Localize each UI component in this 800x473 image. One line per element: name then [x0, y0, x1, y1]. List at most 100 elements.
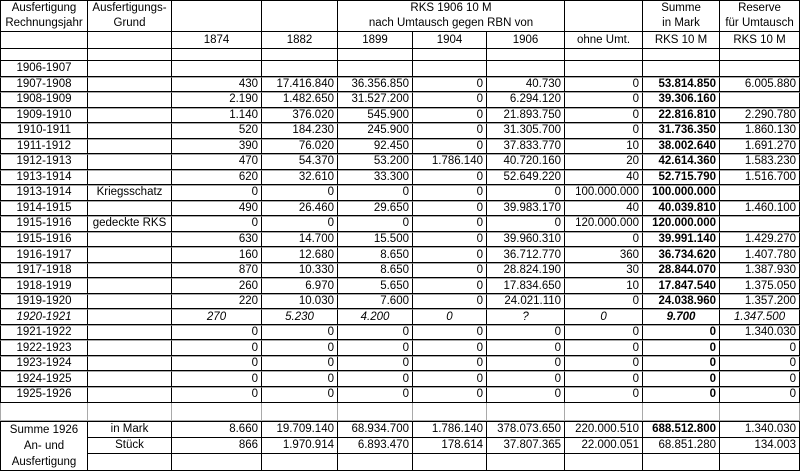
value-cell[interactable]: 21.893.750 [487, 107, 566, 124]
value-cell[interactable]: 0 [338, 324, 413, 341]
summe-cell[interactable]: 36.734.620 [643, 247, 721, 263]
header-cell-empty[interactable] [0, 32, 88, 50]
value-cell[interactable]: 0 [565, 371, 644, 387]
value-cell[interactable]: 0 [413, 200, 487, 217]
value-cell[interactable]: 0 [413, 216, 487, 232]
header-cell-empty[interactable] [262, 0, 338, 33]
empty-cell[interactable] [643, 454, 721, 471]
value-cell[interactable]: 32.610 [262, 169, 338, 186]
year-cell[interactable]: 1918-1919 [0, 278, 88, 294]
value-cell[interactable]: 0 [262, 355, 338, 372]
value-cell[interactable]: 0 [487, 185, 566, 201]
value-cell[interactable]: 0 [565, 107, 644, 124]
value-cell[interactable]: 0 [338, 340, 413, 356]
value-cell[interactable]: 0 [565, 293, 644, 310]
summe-cell[interactable]: 39.991.140 [643, 231, 721, 248]
value-cell[interactable]: 0 [413, 123, 487, 139]
value-cell[interactable]: 39.960.310 [487, 231, 566, 248]
value-cell[interactable]: 0 [262, 324, 338, 341]
value-cell[interactable]: 0 [487, 371, 566, 387]
value-cell[interactable]: 92.450 [338, 138, 413, 155]
value-cell[interactable]: 376.020 [262, 107, 338, 124]
summe-cell[interactable]: 31.736.350 [643, 123, 721, 139]
empty-cell[interactable] [262, 49, 338, 62]
value-cell[interactable]: 0 [565, 324, 644, 341]
value-cell[interactable]: 40.730 [487, 76, 566, 93]
year-cell[interactable]: 1914-1915 [0, 200, 88, 217]
year-cell[interactable]: 1920-1921 [0, 309, 88, 325]
value-cell[interactable]: 0 [172, 371, 262, 387]
value-cell[interactable]: 24.021.110 [487, 293, 566, 310]
value-cell[interactable]: 36.712.770 [487, 247, 566, 263]
header-cell-rks10m-summe[interactable]: RKS 10 M [643, 32, 721, 50]
empty-cell[interactable] [565, 402, 644, 422]
value-cell[interactable]: 0 [487, 216, 566, 232]
value-cell[interactable]: 17.416.840 [262, 76, 338, 93]
reserve-cell[interactable]: 6.005.880 [720, 76, 800, 93]
value-cell[interactable]: 100.000.000 [565, 185, 644, 201]
value-cell[interactable]: 620 [172, 169, 262, 186]
header-cell-year-1874[interactable]: 1874 [172, 32, 262, 50]
year-cell[interactable]: 1907-1908 [0, 76, 88, 93]
value-cell[interactable]: 1.786.140 [413, 154, 487, 170]
header-cell-rechnungsjahr[interactable]: Ausfertigung Rechnungsjahr [0, 0, 88, 33]
summe-cell[interactable]: 17.847.540 [643, 278, 721, 294]
value-cell[interactable]: 40.720.160 [487, 154, 566, 170]
year-cell[interactable]: 1906-1907 [0, 61, 88, 77]
value-cell[interactable]: 7.600 [338, 293, 413, 310]
value-cell[interactable]: 0 [413, 107, 487, 124]
summe-cell[interactable]: 39.306.160 [643, 92, 721, 108]
year-cell[interactable]: 1921-1922 [0, 324, 88, 341]
value-cell[interactable]: 0 [565, 386, 644, 403]
value-cell[interactable]: 22.000.051 [565, 437, 644, 455]
summe-cell[interactable]: 68.851.280 [643, 437, 721, 455]
value-cell[interactable]: 0 [338, 185, 413, 201]
reserve-cell[interactable]: 1.516.700 [720, 169, 800, 186]
value-cell[interactable]: 1.786.140 [413, 421, 487, 438]
grund-cell[interactable] [88, 231, 172, 248]
value-cell[interactable]: 39.983.170 [487, 200, 566, 217]
value-cell[interactable]: 4.200 [338, 309, 413, 325]
value-cell[interactable]: 870 [172, 262, 262, 279]
value-cell[interactable]: 0 [413, 371, 487, 387]
value-cell[interactable]: 37.833.770 [487, 138, 566, 155]
value-cell[interactable]: 6.970 [262, 278, 338, 294]
reserve-cell[interactable]: 1.357.200 [720, 293, 800, 310]
value-cell[interactable]: 68.934.700 [338, 421, 413, 438]
grund-cell[interactable] [88, 154, 172, 170]
value-cell[interactable]: ? [487, 309, 566, 325]
grund-cell[interactable] [88, 123, 172, 139]
footer-label-cell[interactable]: An- und [0, 437, 88, 455]
value-cell[interactable]: 545.900 [338, 107, 413, 124]
summe-cell[interactable]: 52.715.790 [643, 169, 721, 186]
reserve-cell[interactable]: 134.003 [720, 437, 800, 455]
summe-cell[interactable] [643, 61, 721, 77]
value-cell[interactable] [172, 61, 262, 77]
year-cell[interactable]: 1908-1909 [0, 92, 88, 108]
grund-cell[interactable] [88, 92, 172, 108]
summe-cell[interactable]: 688.512.800 [643, 421, 721, 438]
value-cell[interactable]: 120.000.000 [565, 216, 644, 232]
value-cell[interactable]: 220.000.510 [565, 421, 644, 438]
year-cell[interactable]: 1913-1914 [0, 185, 88, 201]
value-cell[interactable]: 0 [338, 371, 413, 387]
empty-cell[interactable] [88, 49, 172, 62]
empty-cell[interactable] [565, 49, 644, 62]
year-cell[interactable]: 1913-1914 [0, 169, 88, 186]
value-cell[interactable]: 0 [172, 324, 262, 341]
empty-cell[interactable] [720, 402, 800, 422]
summe-cell[interactable]: 120.000.000 [643, 216, 721, 232]
empty-cell[interactable] [262, 402, 338, 422]
empty-cell[interactable] [88, 454, 172, 471]
value-cell[interactable]: 8.660 [172, 421, 262, 438]
reserve-cell[interactable]: 1.340.030 [720, 324, 800, 341]
reserve-cell[interactable]: 1.429.270 [720, 231, 800, 248]
empty-cell[interactable] [172, 454, 262, 471]
grund-cell[interactable] [88, 371, 172, 387]
value-cell[interactable]: 0 [262, 371, 338, 387]
value-cell[interactable]: 33.300 [338, 169, 413, 186]
value-cell[interactable]: 0 [565, 355, 644, 372]
value-cell[interactable]: 0 [413, 185, 487, 201]
year-cell[interactable]: 1909-1910 [0, 107, 88, 124]
value-cell[interactable]: 0 [172, 216, 262, 232]
